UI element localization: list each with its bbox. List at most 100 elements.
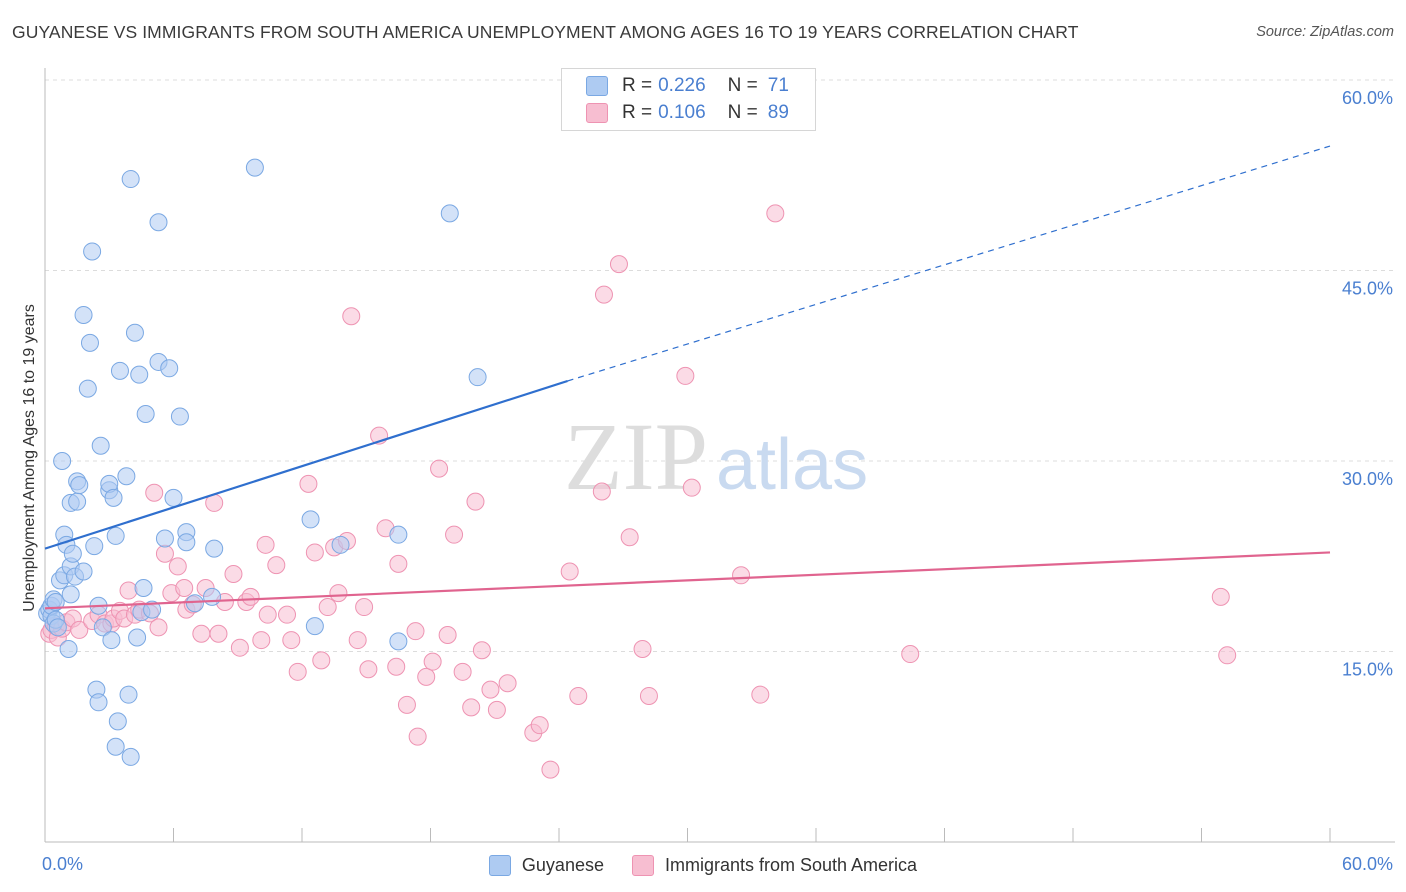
data-point-immigrants <box>224 565 243 584</box>
legend-n-value-guyanese: 71 <box>767 75 789 96</box>
data-point-guyanese <box>80 333 99 352</box>
legend-label-immigrants: Immigrants from South America <box>664 854 918 875</box>
data-point-immigrants <box>430 459 449 478</box>
data-point-immigrants <box>278 605 297 624</box>
data-point-guyanese <box>83 242 102 261</box>
data-point-immigrants <box>305 543 324 562</box>
data-point-immigrants <box>682 478 701 497</box>
source-label: Source: ZipAtlas.com <box>1256 24 1394 40</box>
data-point-immigrants <box>70 620 89 639</box>
data-point-immigrants <box>175 579 194 597</box>
data-point-guyanese <box>93 618 112 637</box>
series-guyanese <box>38 158 487 766</box>
data-point-immigrants <box>299 474 318 493</box>
data-point-guyanese <box>121 747 140 766</box>
data-point-guyanese <box>331 535 350 554</box>
data-point-guyanese <box>205 539 224 558</box>
legend-r-value-immigrants: 0.106 <box>658 102 706 123</box>
data-point-immigrants <box>620 528 639 547</box>
data-point-immigrants <box>438 625 457 644</box>
y-tick-label: 15.0% <box>1342 660 1393 680</box>
data-point-immigrants <box>282 631 301 650</box>
data-point-immigrants <box>453 662 472 681</box>
data-point-guyanese <box>130 365 149 384</box>
trend-lines <box>44 145 1331 610</box>
legend-swatch-immigrants <box>586 103 608 123</box>
legend-swatch-guyanese <box>586 76 608 96</box>
data-point-guyanese <box>59 639 78 658</box>
trend-line-guyanese <box>44 379 568 550</box>
legend-item-immigrants: Immigrants from South America <box>631 854 918 876</box>
data-point-guyanese <box>70 476 89 495</box>
legend-swatch-immigrants <box>631 854 654 876</box>
data-point-immigrants <box>751 685 770 704</box>
data-point-immigrants <box>230 638 249 657</box>
x-tick-label: 0.0% <box>42 854 83 874</box>
data-point-immigrants <box>466 492 485 511</box>
data-point-guyanese <box>74 305 93 324</box>
data-point-guyanese <box>63 544 82 563</box>
data-point-guyanese <box>125 323 144 342</box>
data-point-immigrants <box>1218 646 1237 665</box>
data-point-immigrants <box>462 698 481 717</box>
data-point-guyanese <box>106 737 125 756</box>
data-point-immigrants <box>766 204 785 223</box>
data-point-guyanese <box>102 631 121 650</box>
data-point-immigrants <box>423 652 442 671</box>
data-point-immigrants <box>530 716 549 735</box>
data-point-guyanese <box>106 526 125 545</box>
data-point-guyanese <box>85 537 104 556</box>
stats-legend: R = 0.226 N = 71 R = 0.106 N = 89 <box>561 68 816 131</box>
data-point-guyanese <box>74 562 93 581</box>
axes <box>44 68 1395 843</box>
data-point-guyanese <box>134 579 153 597</box>
data-point-guyanese <box>468 368 487 387</box>
legend-n-label: N = <box>727 75 758 96</box>
x-tick-label: 60.0% <box>1342 854 1393 874</box>
data-point-guyanese <box>149 213 168 232</box>
data-point-immigrants <box>406 622 425 641</box>
trend-line-immigrants <box>44 551 1331 610</box>
data-point-immigrants <box>348 631 367 650</box>
data-point-guyanese <box>170 407 189 426</box>
data-point-guyanese <box>68 492 87 511</box>
data-point-immigrants <box>541 760 560 779</box>
legend-r-value-guyanese: 0.226 <box>658 75 706 96</box>
legend-label-guyanese: Guyanese <box>521 854 604 875</box>
data-point-guyanese <box>121 170 140 189</box>
data-point-immigrants <box>498 674 517 693</box>
data-point-immigrants <box>256 535 275 554</box>
data-point-guyanese <box>164 488 183 507</box>
data-point-immigrants <box>155 544 174 563</box>
data-point-immigrants <box>145 483 164 502</box>
data-point-guyanese <box>108 712 127 731</box>
legend-swatch-guyanese <box>488 854 511 876</box>
data-point-guyanese <box>245 158 264 177</box>
data-point-guyanese <box>104 488 123 507</box>
data-point-immigrants <box>241 587 260 606</box>
data-point-immigrants <box>732 566 751 585</box>
data-point-immigrants <box>258 605 277 624</box>
data-point-guyanese <box>78 379 97 398</box>
data-point-immigrants <box>472 641 491 660</box>
data-point-immigrants <box>312 651 331 670</box>
tick-labels: 15.0% 30.0% 45.0% 60.0% 0.0% 60.0% <box>42 88 1393 874</box>
data-point-immigrants <box>417 667 436 686</box>
data-point-immigrants <box>168 557 187 576</box>
data-point-immigrants <box>1211 587 1230 606</box>
legend-item-guyanese: Guyanese <box>488 854 604 876</box>
data-point-guyanese <box>119 685 138 704</box>
data-point-immigrants <box>387 657 406 676</box>
data-point-guyanese <box>389 525 408 544</box>
watermark-atlas: atlas <box>716 425 868 505</box>
data-point-immigrants <box>633 639 652 658</box>
data-point-immigrants <box>359 660 378 679</box>
data-point-guyanese <box>185 594 204 613</box>
data-point-immigrants <box>594 285 613 304</box>
data-point-immigrants <box>252 631 271 650</box>
legend-row-immigrants: R = 0.106 N = 89 <box>586 101 789 125</box>
chart-title: GUYANESE VS IMMIGRANTS FROM SOUTH AMERIC… <box>12 22 1079 42</box>
data-point-guyanese <box>143 600 162 619</box>
data-point-immigrants <box>445 525 464 544</box>
data-point-immigrants <box>487 700 506 719</box>
